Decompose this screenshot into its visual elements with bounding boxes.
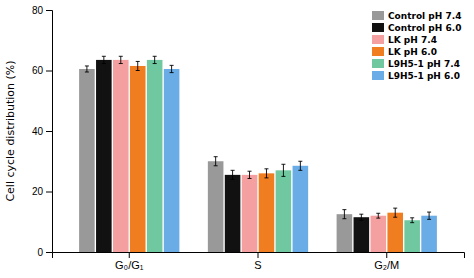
x-axis: G₀/G₁ S G₂/M: [53, 252, 465, 271]
tick: 0: [37, 247, 52, 258]
tick-mark: [46, 131, 52, 132]
error-bar: [281, 164, 285, 176]
bar: [370, 216, 386, 252]
legend-swatch: [372, 23, 384, 32]
bar: [404, 220, 420, 252]
bar: [354, 217, 370, 252]
error-bar: [119, 56, 123, 63]
tick: 40: [32, 126, 52, 137]
error-bar: [136, 61, 140, 70]
tick-label: 40: [32, 126, 44, 137]
error-bar: [170, 65, 174, 72]
legend-swatch: [372, 71, 384, 80]
axis-title: Cell cycle distribution (%): [4, 60, 17, 201]
legend-item: L9H5-1 pH 7.4: [372, 59, 460, 69]
error-bar: [359, 214, 363, 220]
tick-label: G₂/M: [374, 259, 399, 271]
tick-label: 20: [32, 186, 44, 197]
error-bar: [153, 56, 157, 63]
error-bar: [410, 218, 414, 223]
tick: G₂/M: [374, 252, 399, 271]
bar: [293, 166, 309, 252]
legend-item: L9H5-1 pH 6.0: [372, 71, 460, 81]
tick: 80: [32, 5, 52, 16]
bar: [242, 175, 258, 252]
bar-series: [164, 65, 437, 252]
bar: [164, 69, 180, 252]
y-axis: 0 20 40 60 80: [32, 5, 53, 258]
error-bar: [102, 56, 106, 63]
bar: [337, 214, 353, 252]
tick-mark: [129, 252, 130, 258]
legend-item: Control pH 6.0: [372, 23, 461, 33]
legend-label: LK pH 6.0: [388, 47, 437, 57]
tick-label: 0: [37, 247, 43, 258]
legend-item: LK pH 6.0: [372, 47, 437, 57]
bar: [387, 213, 403, 252]
legend-label: L9H5-1 pH 6.0: [388, 71, 460, 81]
legend-item: LK pH 7.4: [372, 35, 437, 45]
tick-mark: [386, 252, 387, 258]
bar-series: [147, 56, 420, 252]
bar: [147, 60, 163, 252]
bar: [79, 69, 95, 252]
tick-mark: [46, 71, 52, 72]
bar: [130, 66, 146, 252]
plot: G₀/G₁SG₂/M020406080Control pH 7.4Control…: [32, 5, 465, 271]
error-bar: [427, 212, 431, 219]
legend-label: Control pH 6.0: [388, 23, 461, 33]
legend-swatch: [372, 11, 384, 20]
bar: [208, 161, 224, 252]
tick-label: 80: [32, 5, 44, 16]
tick-label: G₀/G₁: [115, 259, 144, 271]
tick: 20: [32, 186, 52, 197]
tick-mark: [46, 192, 52, 193]
legend-swatch: [372, 35, 384, 44]
error-bar: [342, 210, 346, 219]
tick: S: [254, 252, 261, 271]
bar: [113, 60, 129, 252]
chart: G₀/G₁SG₂/M020406080Control pH 7.4Control…: [0, 0, 474, 278]
axis-line: [46, 11, 53, 253]
legend-label: LK pH 7.4: [388, 35, 437, 45]
bar: [259, 173, 275, 252]
bar-series: [96, 56, 369, 252]
error-bar: [214, 157, 218, 166]
error-bar: [298, 161, 302, 170]
tick-mark: [46, 252, 52, 253]
bar: [225, 175, 241, 252]
error-bar: [393, 208, 397, 217]
legend-swatch: [372, 59, 384, 68]
error-bar: [231, 170, 235, 179]
error-bar: [248, 171, 252, 178]
error-bar: [85, 66, 89, 72]
legend-item: Control pH 7.4: [372, 11, 461, 21]
bar-series: [130, 61, 403, 252]
bar: [421, 216, 437, 252]
legend-swatch: [372, 47, 384, 56]
tick: G₀/G₁: [115, 252, 144, 271]
tick-label: 60: [32, 65, 44, 76]
axis-line: [53, 253, 465, 259]
tick-mark: [46, 10, 52, 11]
marks: [79, 56, 437, 252]
bar: [96, 60, 112, 252]
bar: [276, 170, 292, 252]
tick: 60: [32, 65, 52, 76]
bar-series: [113, 56, 386, 252]
tick-mark: [258, 252, 259, 258]
legend-label: Control pH 7.4: [388, 11, 461, 21]
tick-label: S: [254, 259, 261, 271]
legend: Control pH 7.4 Control pH 6.0 LK pH 7.4 LK …: [372, 11, 461, 81]
error-bar: [376, 213, 380, 218]
legend-label: L9H5-1 pH 7.4: [388, 59, 460, 69]
error-bar: [264, 169, 268, 178]
